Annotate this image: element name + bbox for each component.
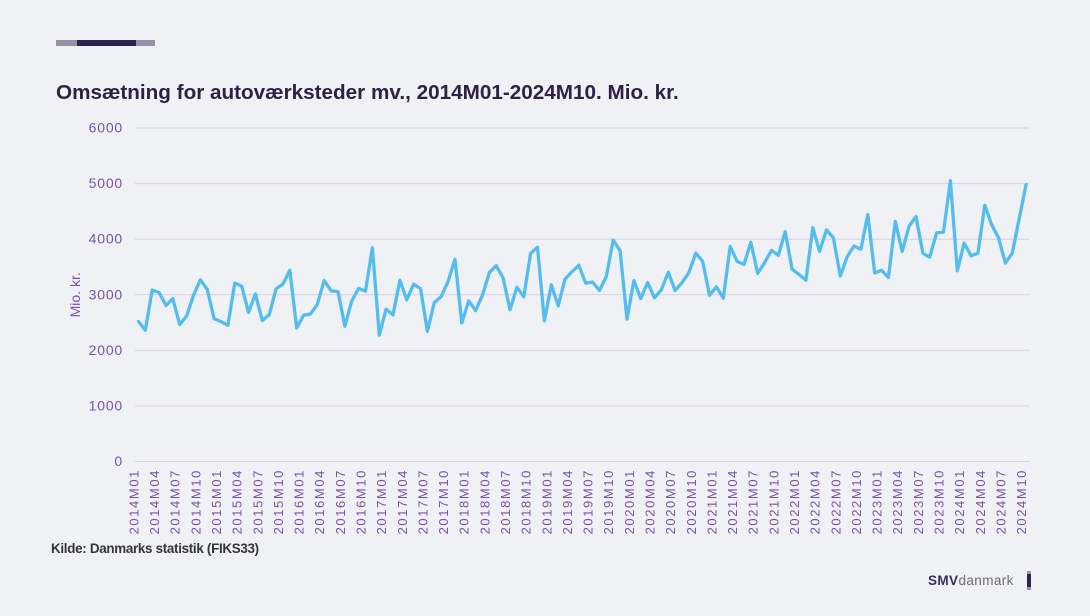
- svg-text:2020M07: 2020M07: [663, 469, 678, 534]
- svg-text:2015M07: 2015M07: [250, 469, 265, 534]
- svg-text:2020M01: 2020M01: [622, 469, 637, 534]
- svg-text:2019M04: 2019M04: [560, 469, 575, 534]
- svg-text:Mio. kr.: Mio. kr.: [67, 272, 83, 317]
- svg-text:2021M01: 2021M01: [704, 469, 719, 534]
- svg-text:3000: 3000: [89, 286, 123, 302]
- svg-text:2018M04: 2018M04: [477, 469, 492, 534]
- svg-text:2021M07: 2021M07: [746, 469, 761, 534]
- svg-text:2023M04: 2023M04: [890, 469, 905, 534]
- svg-text:1000: 1000: [89, 397, 123, 413]
- svg-text:4000: 4000: [89, 231, 123, 247]
- svg-text:2022M07: 2022M07: [828, 469, 843, 534]
- svg-text:2017M10: 2017M10: [436, 469, 451, 534]
- svg-text:2020M04: 2020M04: [643, 469, 658, 534]
- svg-text:2022M10: 2022M10: [849, 469, 864, 534]
- svg-text:2020M10: 2020M10: [684, 469, 699, 534]
- svg-text:2014M01: 2014M01: [126, 469, 141, 534]
- svg-text:2015M10: 2015M10: [271, 469, 286, 534]
- svg-text:2014M04: 2014M04: [147, 469, 162, 534]
- svg-text:2015M01: 2015M01: [209, 469, 224, 534]
- svg-text:2017M01: 2017M01: [374, 469, 389, 534]
- svg-text:2016M04: 2016M04: [312, 469, 327, 534]
- svg-text:2000: 2000: [89, 342, 123, 358]
- svg-text:2021M04: 2021M04: [725, 469, 740, 534]
- svg-text:2016M01: 2016M01: [292, 469, 307, 534]
- svg-text:5000: 5000: [89, 175, 123, 191]
- svg-text:2024M07: 2024M07: [993, 469, 1008, 534]
- svg-text:2019M01: 2019M01: [539, 469, 554, 534]
- svg-text:2021M10: 2021M10: [766, 469, 781, 534]
- svg-text:2023M10: 2023M10: [932, 469, 947, 534]
- svg-text:2022M04: 2022M04: [808, 469, 823, 534]
- svg-text:6000: 6000: [89, 120, 123, 136]
- svg-text:2018M01: 2018M01: [457, 469, 472, 534]
- svg-text:2023M01: 2023M01: [870, 469, 885, 534]
- svg-text:2015M04: 2015M04: [230, 469, 245, 534]
- svg-text:2016M07: 2016M07: [333, 469, 348, 534]
- svg-text:2017M07: 2017M07: [415, 469, 430, 534]
- svg-text:2018M10: 2018M10: [519, 469, 534, 534]
- svg-text:2014M07: 2014M07: [168, 469, 183, 534]
- svg-text:2016M10: 2016M10: [354, 469, 369, 534]
- svg-text:2019M07: 2019M07: [581, 469, 596, 534]
- svg-text:2024M01: 2024M01: [952, 469, 967, 534]
- svg-text:2023M07: 2023M07: [911, 469, 926, 534]
- svg-text:2022M01: 2022M01: [787, 469, 802, 534]
- svg-text:0: 0: [114, 453, 123, 469]
- svg-text:2019M10: 2019M10: [601, 469, 616, 534]
- svg-text:2024M04: 2024M04: [973, 469, 988, 534]
- svg-text:2018M07: 2018M07: [498, 469, 513, 534]
- svg-text:2014M10: 2014M10: [188, 469, 203, 534]
- svg-text:2017M04: 2017M04: [395, 469, 410, 534]
- svg-text:2024M10: 2024M10: [1014, 469, 1029, 534]
